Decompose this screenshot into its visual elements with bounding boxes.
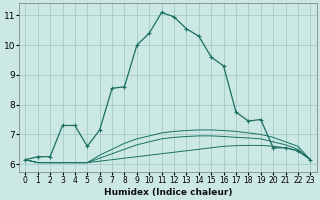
X-axis label: Humidex (Indice chaleur): Humidex (Indice chaleur) <box>104 188 232 197</box>
